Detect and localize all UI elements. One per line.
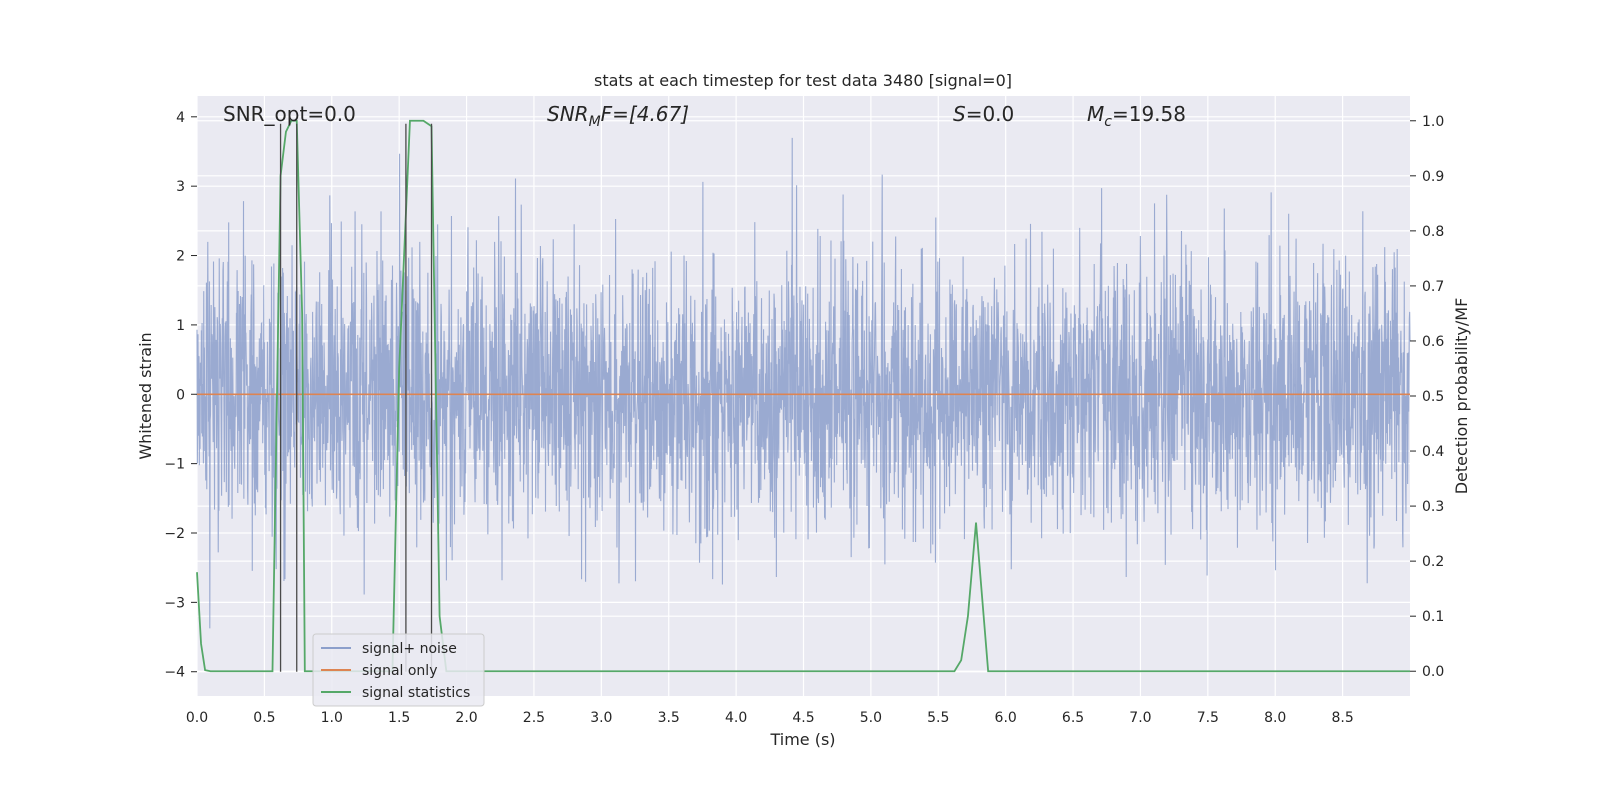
y-tick-label: 3 bbox=[176, 179, 185, 195]
x-tick-label: 6.5 bbox=[1062, 710, 1084, 726]
annotation-snr-mf-f: F=[4.67] bbox=[601, 102, 689, 126]
legend: signal+ noise signal only signal statist… bbox=[312, 633, 485, 707]
y2-tick-label: 0.6 bbox=[1422, 334, 1444, 350]
y2-tick-label: 0.8 bbox=[1422, 224, 1444, 240]
x-tick-label: 3.0 bbox=[590, 710, 612, 726]
annotation-snr-opt: SNR_opt=0.0 bbox=[223, 102, 356, 126]
legend-box bbox=[312, 633, 485, 707]
series-layer bbox=[196, 119, 1410, 673]
series-signal-statistics-line bbox=[196, 119, 1410, 673]
annotation-mc-main: M bbox=[1087, 102, 1104, 126]
y2-axis-label: Detection probability/MF bbox=[1452, 298, 1471, 495]
annotation-s-rest: =0.0 bbox=[966, 102, 1015, 126]
x-tick-label: 6.0 bbox=[995, 710, 1017, 726]
x-tick-label: 4.0 bbox=[725, 710, 747, 726]
chart-title: stats at each timestep for test data 348… bbox=[594, 71, 1012, 90]
y-tick-label: −2 bbox=[164, 526, 185, 542]
annotation-s-main: S bbox=[953, 102, 966, 126]
x-tick-label: 1.5 bbox=[388, 710, 410, 726]
x-tick-label: 8.0 bbox=[1264, 710, 1286, 726]
x-axis-label: Time (s) bbox=[769, 730, 835, 749]
y2-tick-label: 0.5 bbox=[1422, 389, 1444, 405]
x-tick-label: 5.5 bbox=[927, 710, 949, 726]
annotation-mc-rest: =19.58 bbox=[1112, 102, 1186, 126]
y2-tick-label: 0.3 bbox=[1422, 499, 1444, 515]
x-tick-label: 7.5 bbox=[1197, 710, 1219, 726]
y-tick-label: −3 bbox=[164, 595, 185, 611]
y2-tick-label: 0.1 bbox=[1422, 609, 1444, 625]
annotation-mc-sub: c bbox=[1104, 114, 1112, 130]
annotation-s: S=0.0 bbox=[953, 102, 1014, 126]
marker-layer bbox=[279, 123, 433, 672]
x-tick-label: 1.0 bbox=[321, 710, 343, 726]
annotation-snr-mf: SNRMF=[4.67] bbox=[547, 102, 689, 130]
y-axis-label: Whitened strain bbox=[136, 332, 155, 459]
legend-label-signal-statistics: signal statistics bbox=[362, 685, 470, 701]
y-tick-label: 4 bbox=[176, 110, 185, 126]
y-tick-label: 0 bbox=[176, 387, 185, 403]
x-tick-label: 4.5 bbox=[792, 710, 814, 726]
noise-layer bbox=[196, 137, 1411, 629]
ticks-layer: 0.0 0.5 1.0 1.5 2.0 2.5 3.0 3.5 4.0 4.5 5.0 5.5 6.0 6… bbox=[164, 110, 1444, 726]
y2-tick-label: 1.0 bbox=[1422, 114, 1444, 130]
legend-label-signal-noise: signal+ noise bbox=[362, 641, 457, 657]
x-tick-label: 7.0 bbox=[1129, 710, 1151, 726]
annotation-snr-mf-main: SNR bbox=[547, 102, 589, 126]
x-tick-label: 0.5 bbox=[253, 710, 275, 726]
x-tick-label: 2.5 bbox=[523, 710, 545, 726]
y-tick-label: −1 bbox=[164, 457, 185, 473]
x-tick-label: 5.0 bbox=[860, 710, 882, 726]
x-tick-label: 2.0 bbox=[455, 710, 477, 726]
annotation-mc: Mc=19.58 bbox=[1087, 102, 1186, 130]
y2-tick-label: 0.2 bbox=[1422, 554, 1444, 570]
y-tick-label: 1 bbox=[176, 318, 185, 334]
legend-label-signal-only: signal only bbox=[362, 663, 437, 679]
y2-tick-label: 0.9 bbox=[1422, 169, 1444, 185]
y-tick-label: 2 bbox=[176, 249, 185, 265]
x-tick-label: 0.0 bbox=[186, 710, 208, 726]
x-tick-label: 8.5 bbox=[1331, 710, 1353, 726]
y2-tick-label: 0.4 bbox=[1422, 444, 1444, 460]
annotation-snr-mf-sub: M bbox=[589, 114, 601, 130]
x-tick-label: 3.5 bbox=[658, 710, 680, 726]
y2-tick-label: 0.7 bbox=[1422, 279, 1444, 295]
y2-tick-label: 0.0 bbox=[1422, 664, 1444, 680]
y-tick-label: −4 bbox=[164, 665, 185, 681]
series-signal-noise-line bbox=[196, 137, 1411, 629]
